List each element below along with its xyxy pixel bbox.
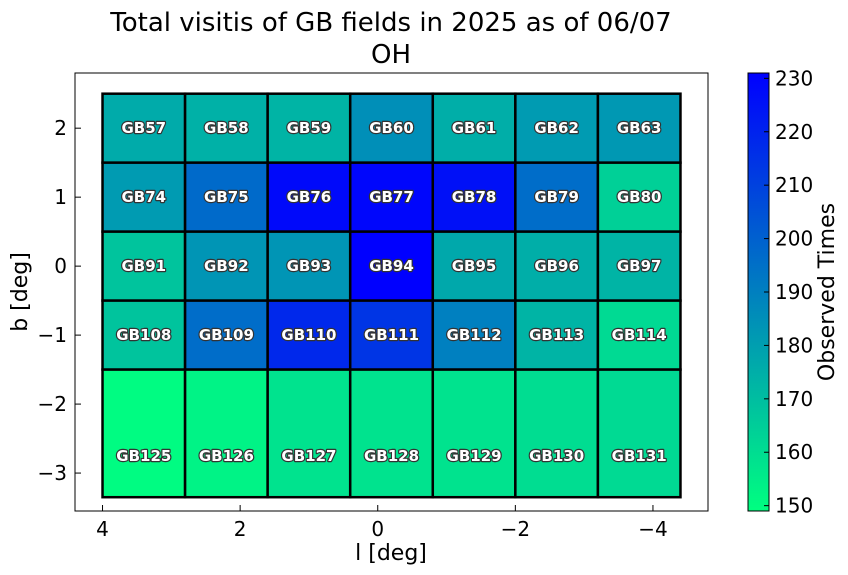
heatmap-cell bbox=[596, 299, 682, 371]
heatmap-cell bbox=[183, 368, 269, 499]
chart-subtitle: OH bbox=[371, 40, 411, 70]
field-label: GB74 bbox=[121, 188, 166, 206]
field-label: GB57 bbox=[121, 119, 166, 137]
field-label: GB77 bbox=[369, 188, 414, 206]
heatmap-cell bbox=[514, 230, 600, 302]
field-labels: GB57 GB58 GB59 GB60 GB61 GB62 GB63 GB74 GB75 GB76… bbox=[115, 118, 668, 466]
field-label: GB129 bbox=[447, 447, 502, 465]
field-label: GB113 bbox=[529, 326, 584, 344]
field-label: GB126 bbox=[199, 447, 254, 465]
colorbar-tick-label: 150 bbox=[775, 494, 813, 518]
chart-title: Total visitis of GB fields in 2025 as of… bbox=[109, 8, 671, 38]
heatmap-cell bbox=[101, 299, 187, 371]
field-label: GB79 bbox=[534, 188, 579, 206]
field-label: GB131 bbox=[612, 447, 667, 465]
field-label: GB80 bbox=[617, 188, 662, 206]
heatmap-cell bbox=[514, 161, 600, 233]
heatmap-cell bbox=[431, 92, 517, 164]
heatmap-cell bbox=[348, 161, 435, 233]
colorbar-tick-label: 210 bbox=[775, 173, 813, 197]
heatmap-cell bbox=[431, 368, 517, 499]
field-label: GB75 bbox=[204, 188, 249, 206]
field-label: GB95 bbox=[452, 257, 497, 275]
colorbar-tick-label: 160 bbox=[775, 440, 813, 464]
heatmap-cell bbox=[183, 161, 269, 233]
field-label: GB128 bbox=[364, 447, 419, 465]
field-label: GB111 bbox=[364, 326, 419, 344]
x-tick-label: 4 bbox=[96, 517, 109, 541]
field-label: GB92 bbox=[204, 257, 249, 275]
field-label: GB58 bbox=[204, 119, 249, 137]
x-tick-label: −2 bbox=[501, 517, 530, 541]
field-label: GB62 bbox=[534, 119, 579, 137]
field-label: GB97 bbox=[617, 257, 662, 275]
heatmap-cell bbox=[101, 230, 187, 302]
x-tick-label: 0 bbox=[371, 517, 384, 541]
x-axis-label: l [deg] bbox=[355, 541, 427, 566]
colorbar-label: Observed Times bbox=[815, 203, 840, 381]
heatmap-cell bbox=[514, 368, 600, 499]
field-label: GB94 bbox=[369, 257, 414, 275]
field-label: GB108 bbox=[116, 326, 171, 344]
field-label: GB110 bbox=[281, 326, 336, 344]
heatmap-cell bbox=[431, 299, 517, 371]
heatmap-cell bbox=[596, 368, 682, 499]
y-tick-label: −1 bbox=[38, 323, 67, 347]
field-label: GB91 bbox=[121, 257, 166, 275]
y-tick-label: 2 bbox=[54, 116, 67, 140]
field-label: GB112 bbox=[447, 326, 502, 344]
field-label: GB93 bbox=[287, 257, 332, 275]
field-label: GB60 bbox=[369, 119, 414, 137]
x-tick-label: −4 bbox=[638, 517, 667, 541]
field-label: GB63 bbox=[617, 119, 662, 137]
heatmap-cells bbox=[101, 92, 682, 499]
x-tick-label: 2 bbox=[234, 517, 247, 541]
y-tick-label: −2 bbox=[38, 392, 67, 416]
heatmap-cell bbox=[431, 230, 517, 302]
colorbar-tick-label: 220 bbox=[775, 120, 813, 144]
heatmap-cell bbox=[596, 92, 682, 164]
colorbar-ticks: 150 160 170 180 190 200 210 220 230 bbox=[764, 66, 813, 518]
heatmap-cell bbox=[348, 230, 435, 302]
colorbar-tick-label: 190 bbox=[775, 280, 813, 304]
field-label: GB96 bbox=[534, 257, 579, 275]
field-label: GB78 bbox=[452, 188, 497, 206]
heatmap-cell bbox=[183, 230, 269, 302]
colorbar-tick-label: 170 bbox=[775, 387, 813, 411]
y-tick-label: 1 bbox=[54, 185, 67, 209]
heatmap-cell bbox=[596, 230, 682, 302]
x-axis-ticks: 4 2 0 −2 −4 bbox=[96, 505, 668, 541]
field-label: GB130 bbox=[529, 447, 584, 465]
field-label: GB59 bbox=[287, 119, 332, 137]
heatmap-cell bbox=[101, 368, 187, 499]
field-label: GB125 bbox=[116, 447, 171, 465]
heatmap-cell bbox=[266, 368, 352, 499]
heatmap-cell bbox=[348, 368, 435, 499]
field-label: GB61 bbox=[452, 119, 497, 137]
field-label: GB114 bbox=[612, 326, 667, 344]
field-label: GB109 bbox=[199, 326, 254, 344]
y-axis-ticks: 2 1 0 −1 −2 −3 bbox=[38, 116, 81, 485]
colorbar-tick-label: 200 bbox=[775, 227, 813, 251]
y-tick-label: −3 bbox=[38, 461, 67, 485]
colorbar-tick-label: 230 bbox=[775, 66, 813, 90]
field-label: GB127 bbox=[281, 447, 336, 465]
y-axis-label: b [deg] bbox=[8, 252, 33, 332]
y-tick-label: 0 bbox=[54, 254, 67, 278]
colorbar-tick-label: 180 bbox=[775, 333, 813, 357]
field-label: GB76 bbox=[287, 188, 332, 206]
